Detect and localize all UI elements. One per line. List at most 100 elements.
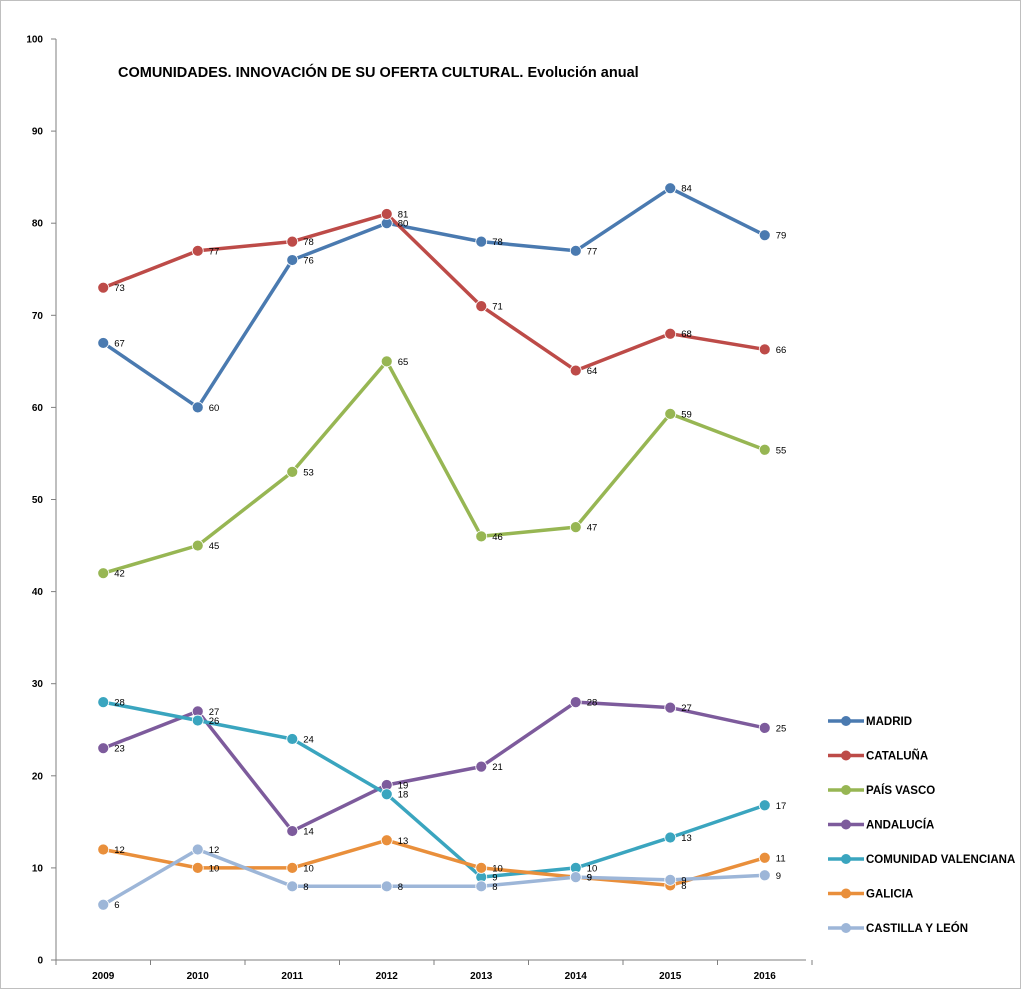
x-tick-label: 2013 (470, 971, 493, 982)
data-point (569, 696, 582, 709)
data-label: 18 (398, 790, 409, 801)
data-label: 9 (776, 871, 781, 882)
data-label: 53 (303, 467, 314, 478)
data-point (286, 825, 299, 837)
data-point (191, 401, 204, 414)
data-point (191, 843, 204, 856)
data-point (664, 182, 677, 195)
data-label: 19 (398, 781, 409, 792)
data-point (569, 364, 582, 377)
data-point (758, 799, 771, 812)
data-label: 68 (681, 329, 692, 340)
series-line (101, 700, 767, 833)
data-label: 79 (776, 231, 787, 242)
data-label: 42 (114, 569, 125, 580)
data-labels: 6760768078778479737778817164686642455365… (114, 184, 786, 912)
series-line (101, 186, 767, 410)
data-label: 10 (209, 863, 220, 874)
data-label: 12 (114, 845, 125, 856)
data-label: 10 (492, 863, 503, 874)
x-tick-label: 2016 (754, 971, 777, 982)
data-label: 81 (398, 209, 409, 220)
data-point (191, 244, 204, 257)
data-point (758, 443, 771, 456)
data-label: 78 (303, 237, 314, 248)
axes: 0 10 20 30 40 50 60 70 80 90 100 2009 2010 2011 2012 20… (26, 35, 813, 982)
data-point (475, 300, 488, 312)
data-point (286, 733, 299, 745)
x-tick-label: 2012 (376, 971, 399, 982)
data-label: 27 (209, 707, 220, 718)
legend-swatch-marker (841, 854, 851, 864)
legend-swatch-marker (841, 923, 851, 933)
data-point (664, 407, 677, 420)
series-lines (101, 186, 767, 907)
x-tick-label: 2010 (187, 971, 210, 982)
data-label: 26 (209, 716, 220, 727)
legend-swatch-marker (841, 785, 851, 795)
data-point (97, 742, 110, 755)
y-tick-label: 100 (26, 35, 43, 46)
data-label: 13 (398, 836, 409, 847)
data-point (758, 343, 771, 356)
data-point (569, 521, 582, 534)
data-label: 67 (114, 338, 125, 349)
data-label: 77 (587, 246, 598, 257)
data-point (380, 834, 393, 847)
y-tick-label: 20 (32, 771, 44, 782)
data-point (380, 355, 393, 368)
x-tick-label: 2009 (92, 971, 115, 982)
data-label: 27 (681, 703, 692, 714)
x-tick-label: 2014 (565, 971, 588, 982)
data-label: 13 (681, 833, 692, 844)
data-point (664, 701, 677, 714)
data-label: 76 (303, 256, 314, 267)
data-label: 66 (776, 345, 787, 356)
data-point (97, 281, 110, 294)
data-label: 12 (209, 845, 220, 856)
legend-entry: CASTILLA Y LEÓN (866, 922, 968, 935)
data-point (286, 862, 299, 874)
y-tick-label: 80 (32, 219, 44, 230)
legend-swatch-marker (841, 888, 851, 899)
data-point (97, 567, 110, 580)
legend-entry: PAÍS VASCO (866, 784, 935, 797)
data-label: 80 (398, 219, 409, 230)
y-tick-label: 0 (37, 956, 43, 967)
data-point (191, 862, 204, 874)
data-label: 9 (587, 873, 592, 884)
data-point (380, 880, 393, 893)
data-point (97, 843, 110, 856)
legend-entry: MADRID (866, 716, 912, 728)
data-label: 9 (681, 875, 686, 886)
data-point (286, 880, 299, 893)
data-label: 64 (587, 366, 598, 377)
data-label: 46 (492, 532, 503, 543)
data-label: 77 (209, 246, 220, 257)
data-label: 78 (492, 237, 503, 248)
data-point (191, 539, 204, 552)
x-tick-label: 2011 (281, 971, 303, 982)
data-label: 21 (492, 762, 503, 773)
data-label: 10 (303, 863, 314, 874)
data-label: 55 (776, 445, 787, 456)
legend-swatch-marker (841, 716, 851, 726)
data-point (380, 208, 393, 220)
series-line (101, 359, 767, 575)
data-point (380, 788, 393, 801)
data-label: 47 (587, 523, 598, 534)
legend-entry: COMUNIDAD VALENCIANA (866, 854, 1015, 866)
data-point (475, 880, 488, 893)
data-point (475, 530, 488, 543)
data-label: 60 (209, 403, 220, 414)
data-label: 24 (303, 734, 314, 745)
data-label: 28 (587, 698, 598, 709)
data-point (286, 235, 299, 248)
data-point (664, 873, 677, 886)
data-label: 8 (398, 882, 403, 893)
data-label: 73 (114, 283, 125, 294)
legend-swatch-marker (841, 819, 851, 830)
legend-entry: ANDALUCÍA (866, 819, 934, 832)
data-label: 11 (776, 853, 786, 864)
